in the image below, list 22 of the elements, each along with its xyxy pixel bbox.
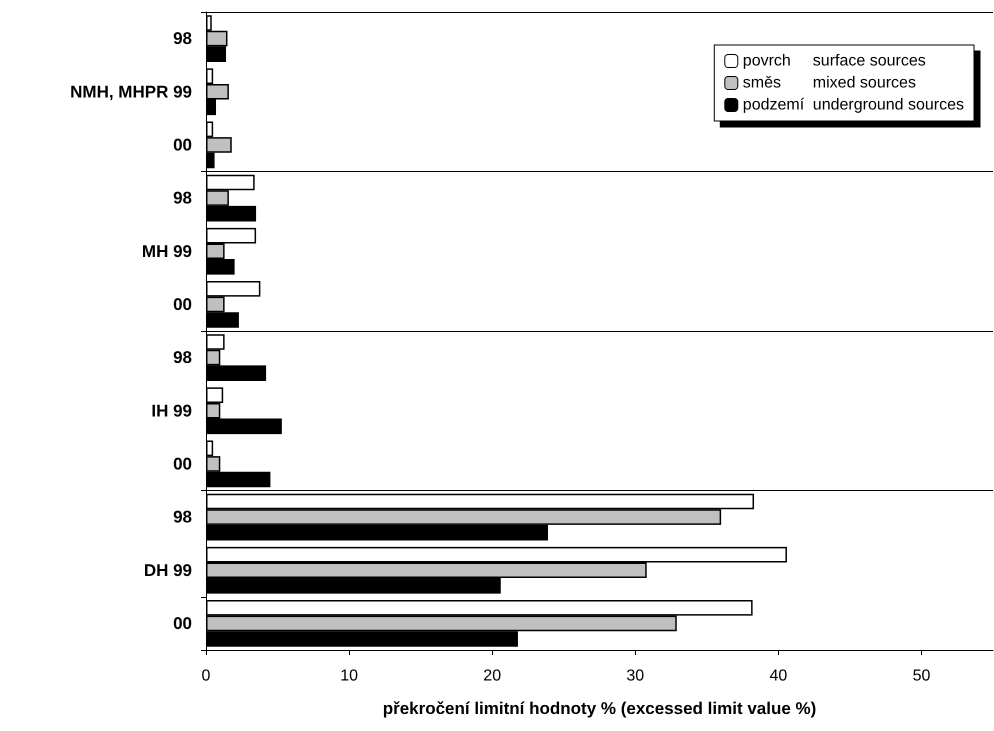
- y-tick-label: 98: [173, 508, 192, 527]
- y-tick-label: MH 99: [142, 242, 192, 261]
- y-tick-label: IH 99: [151, 401, 192, 420]
- y-tick-label: NMH, MHPR 99: [70, 82, 192, 102]
- text: směs mixed sources: [742, 74, 916, 92]
- y-tick-label: 98: [173, 348, 192, 368]
- y-tick-label: 00: [173, 614, 192, 633]
- y-tick-label: 98: [173, 29, 192, 48]
- x-tick-label: 0: [202, 668, 211, 684]
- x-tick-label: 10: [340, 668, 358, 684]
- y-tick-label: 98: [173, 188, 192, 208]
- x-tick-label: 20: [483, 668, 502, 684]
- x-axis-title: překročení limitní hodnoty % (excessed limit value %): [382, 699, 816, 718]
- text: povrch surface sources: [742, 52, 926, 70]
- y-tick-label: DH 99: [144, 560, 192, 580]
- legend-label: podzemí underground sources: [742, 96, 964, 114]
- x-tick-label: 50: [912, 668, 930, 684]
- x-tick-label: 40: [769, 668, 788, 684]
- y-tick-label: 00: [173, 135, 192, 154]
- x-tick-label: 30: [626, 668, 644, 684]
- y-tick-label: 00: [173, 454, 192, 474]
- y-tick-label: 00: [173, 294, 192, 314]
